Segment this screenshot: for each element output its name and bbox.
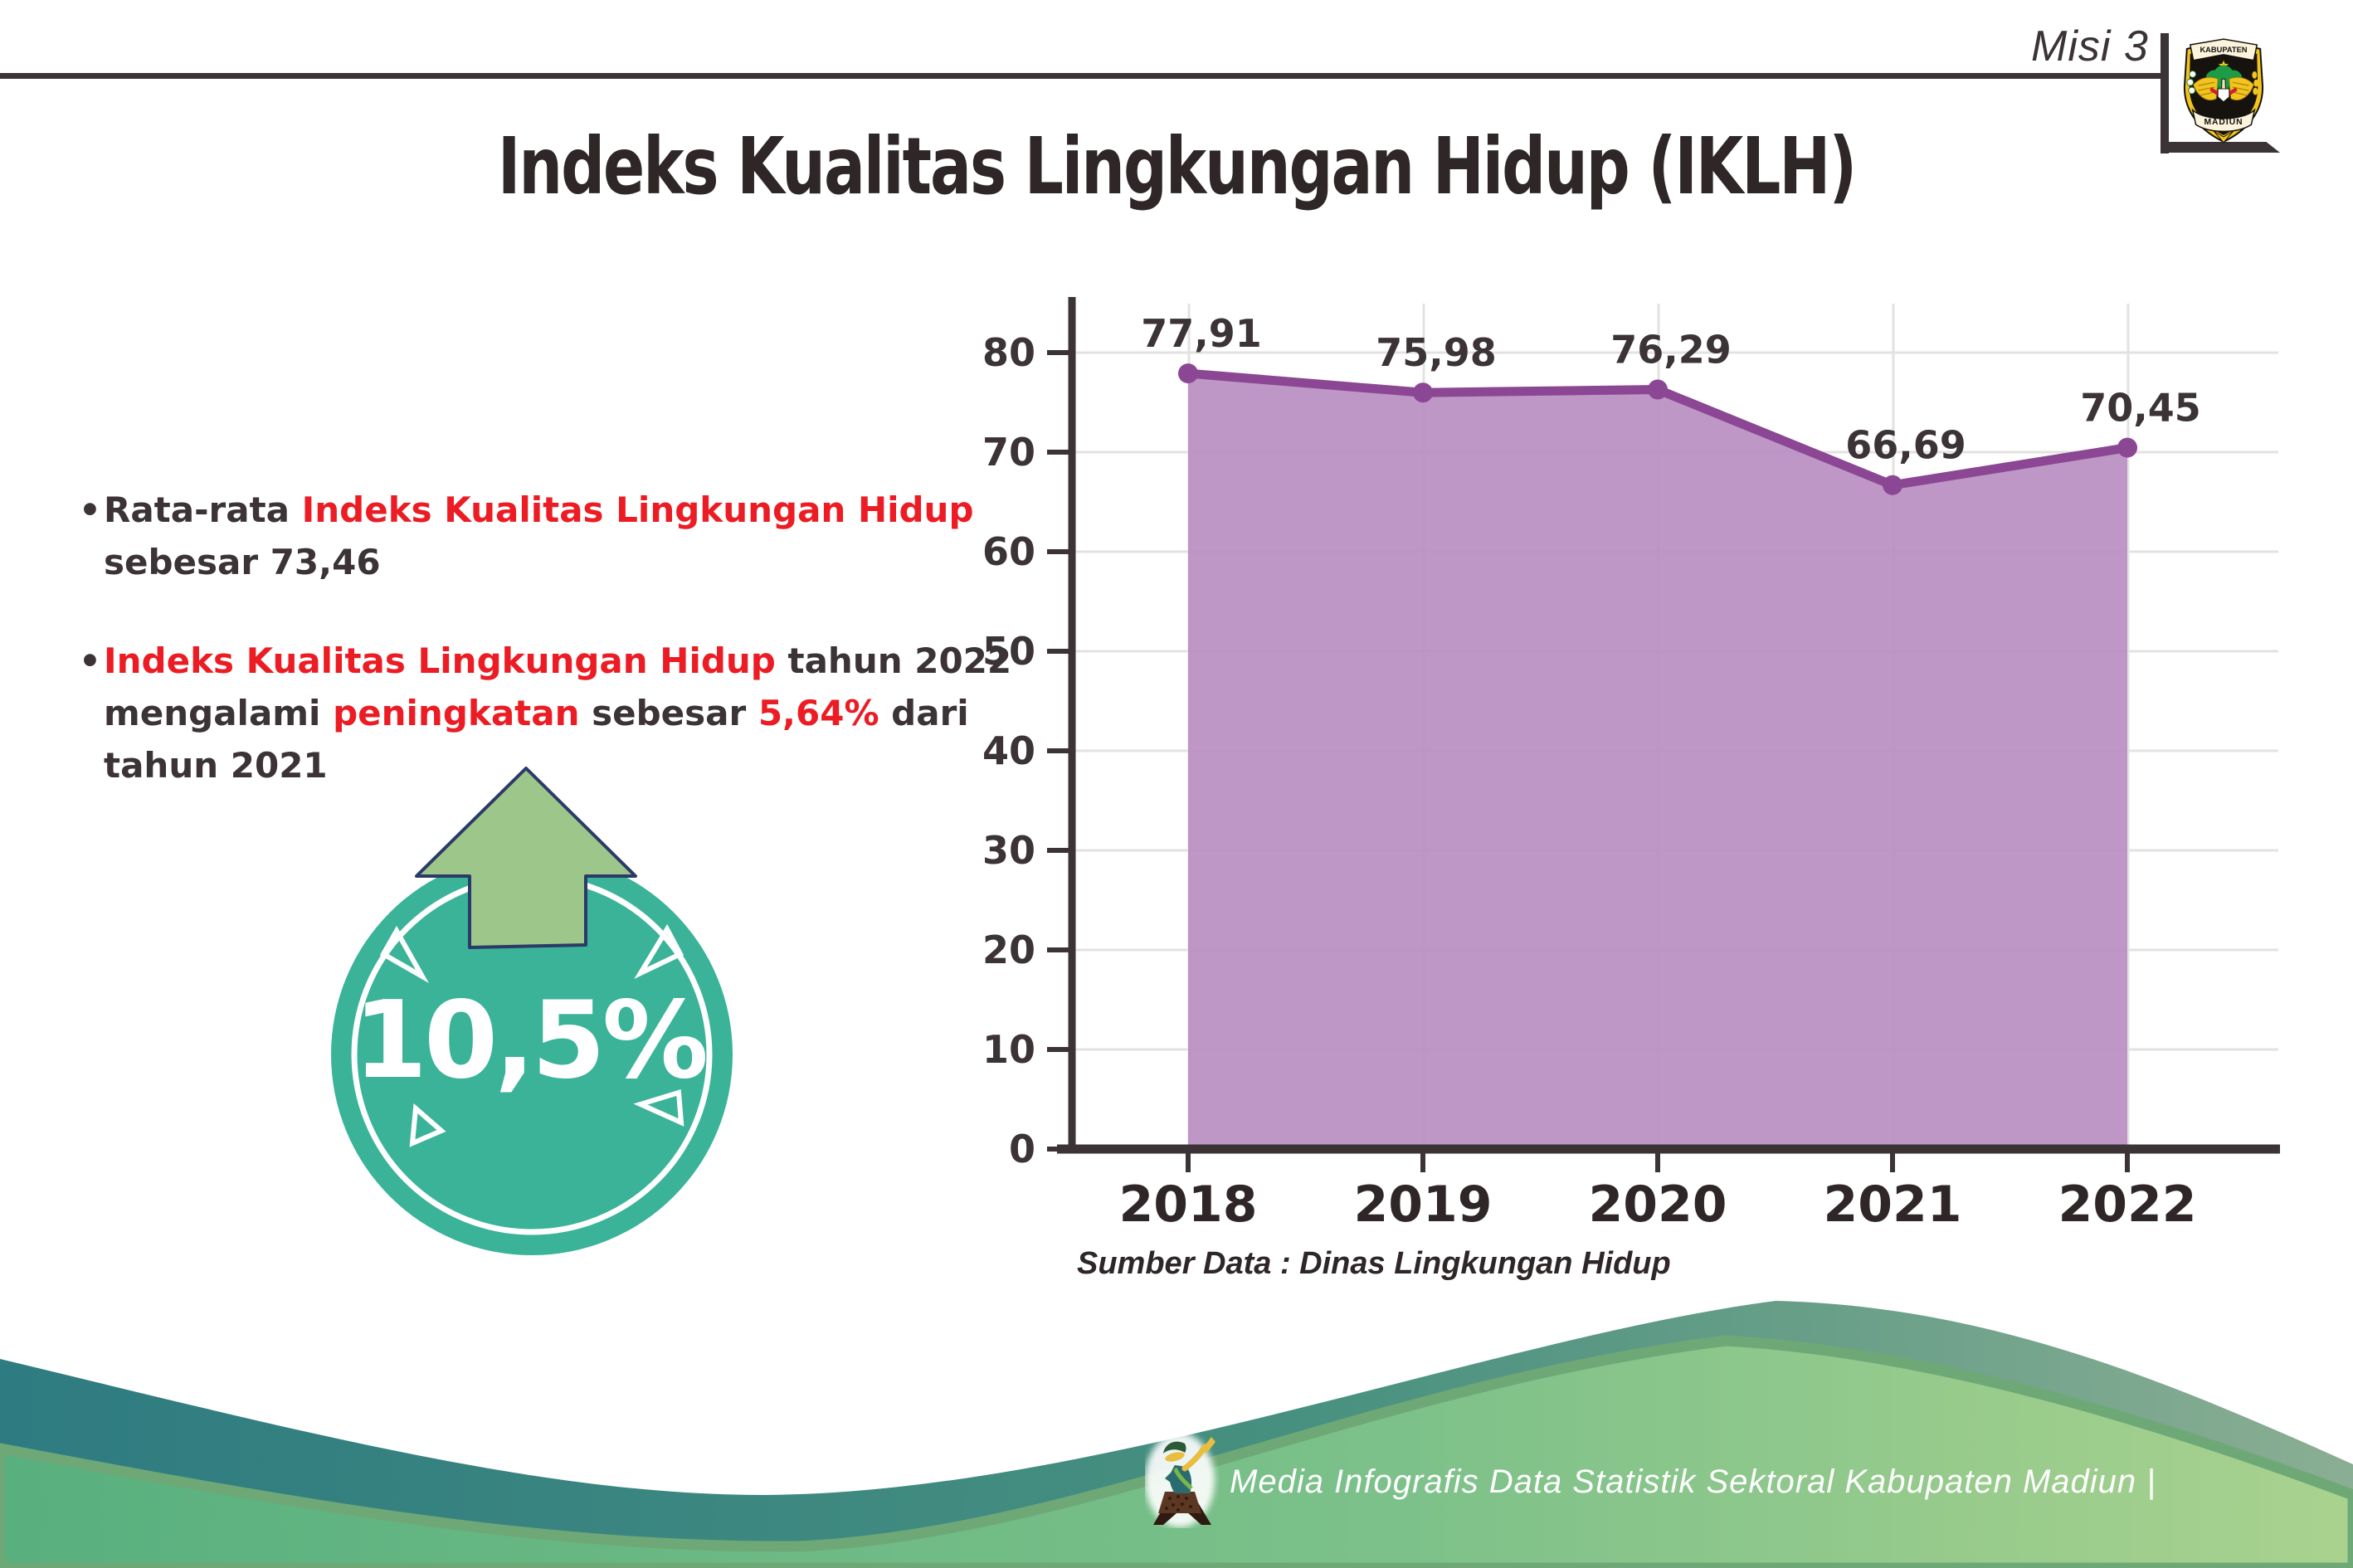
bullet-text-line: tahun 2021 bbox=[104, 745, 328, 786]
bullet-marker: • bbox=[79, 489, 101, 530]
svg-text:60: 60 bbox=[982, 529, 1035, 574]
page-title: Indeks Kualitas Lingkungan Hidup (IKLH) bbox=[497, 121, 1857, 213]
statistics-mascot-icon bbox=[1145, 1433, 1215, 1527]
badge-accent-triangles bbox=[379, 923, 684, 1147]
bullet-list: • Rata-rata Indeks Kualitas Lingkungan Hi… bbox=[79, 484, 1091, 838]
logo-underline-bar bbox=[2165, 142, 2280, 153]
logo-rice-icon bbox=[2252, 71, 2259, 95]
badge-circle bbox=[331, 854, 733, 1255]
badge-value: 10,5% bbox=[353, 979, 706, 1103]
footer-credit: Media Infografis Data Statistik Sektoral… bbox=[1230, 1463, 2156, 1500]
svg-text:30: 30 bbox=[982, 828, 1035, 873]
bullet-text-line: Indeks Kualitas Lingkungan Hidup tahun 2… bbox=[104, 640, 1012, 681]
bullet-text-line: Rata-rata Indeks Kualitas Lingkungan Hid… bbox=[104, 489, 974, 530]
svg-text:75,98: 75,98 bbox=[1376, 330, 1497, 375]
svg-text:0: 0 bbox=[1009, 1127, 1035, 1171]
increase-badge: 10,5% bbox=[331, 767, 733, 1255]
svg-text:2018: 2018 bbox=[1119, 1176, 1258, 1234]
logo-center-emblem bbox=[2209, 87, 2238, 103]
svg-text:20: 20 bbox=[982, 928, 1035, 972]
bullet-item: • Indeks Kualitas Lingkungan Hidup tahun … bbox=[79, 635, 1091, 791]
logo-bottom-point bbox=[2213, 130, 2234, 144]
logo-bottom-ribbon bbox=[2191, 108, 2256, 132]
svg-text:2019: 2019 bbox=[1354, 1176, 1493, 1234]
logo-bottom-text: MADIUN bbox=[2204, 118, 2243, 127]
svg-text:40: 40 bbox=[982, 728, 1035, 773]
svg-text:50: 50 bbox=[982, 629, 1035, 674]
svg-text:76,29: 76,29 bbox=[1610, 328, 1732, 373]
svg-text:2021: 2021 bbox=[1824, 1176, 1962, 1234]
svg-text:80: 80 bbox=[982, 330, 1035, 375]
kabupaten-madiun-logo-icon: KABUPATEN MADIUN bbox=[2183, 38, 2264, 144]
logo-wings-icon bbox=[2193, 76, 2254, 100]
up-arrow-icon bbox=[415, 767, 637, 949]
svg-text:66,69: 66,69 bbox=[1845, 423, 1966, 468]
svg-text:10: 10 bbox=[982, 1027, 1035, 1072]
green-wave bbox=[0, 1335, 2353, 1568]
misi-label: Misi 3 bbox=[2031, 22, 2149, 71]
bullet-text-line: sebesar 73,46 bbox=[104, 542, 381, 582]
logo-top-ribbon bbox=[2189, 38, 2258, 61]
logo-top-text: KABUPATEN bbox=[2200, 46, 2247, 54]
svg-text:70,45: 70,45 bbox=[2080, 386, 2201, 431]
svg-text:2022: 2022 bbox=[2058, 1176, 2197, 1234]
svg-text:2020: 2020 bbox=[1589, 1176, 1727, 1234]
bullet-marker: • bbox=[79, 640, 101, 681]
source-note: Sumber Data : Dinas Lingkungan Hidup bbox=[1077, 1246, 1671, 1281]
bullet-text-line: mengalami peningkatan sebesar 5,64% dari bbox=[104, 693, 969, 733]
header-corner-vertical-bar bbox=[2161, 33, 2169, 153]
footer-waves bbox=[0, 1301, 2353, 1568]
iklh-area-chart: 0 10 20 30 40 50 60 70 80 2018 2019 2020 2021 2022 77,… bbox=[982, 297, 2280, 1234]
svg-text:77,91: 77,91 bbox=[1141, 311, 1262, 356]
logo-cotton-icon bbox=[2186, 70, 2197, 95]
svg-text:70: 70 bbox=[982, 430, 1035, 475]
header-rule bbox=[0, 73, 2167, 79]
bullet-item: • Rata-rata Indeks Kualitas Lingkungan Hi… bbox=[79, 484, 1091, 588]
